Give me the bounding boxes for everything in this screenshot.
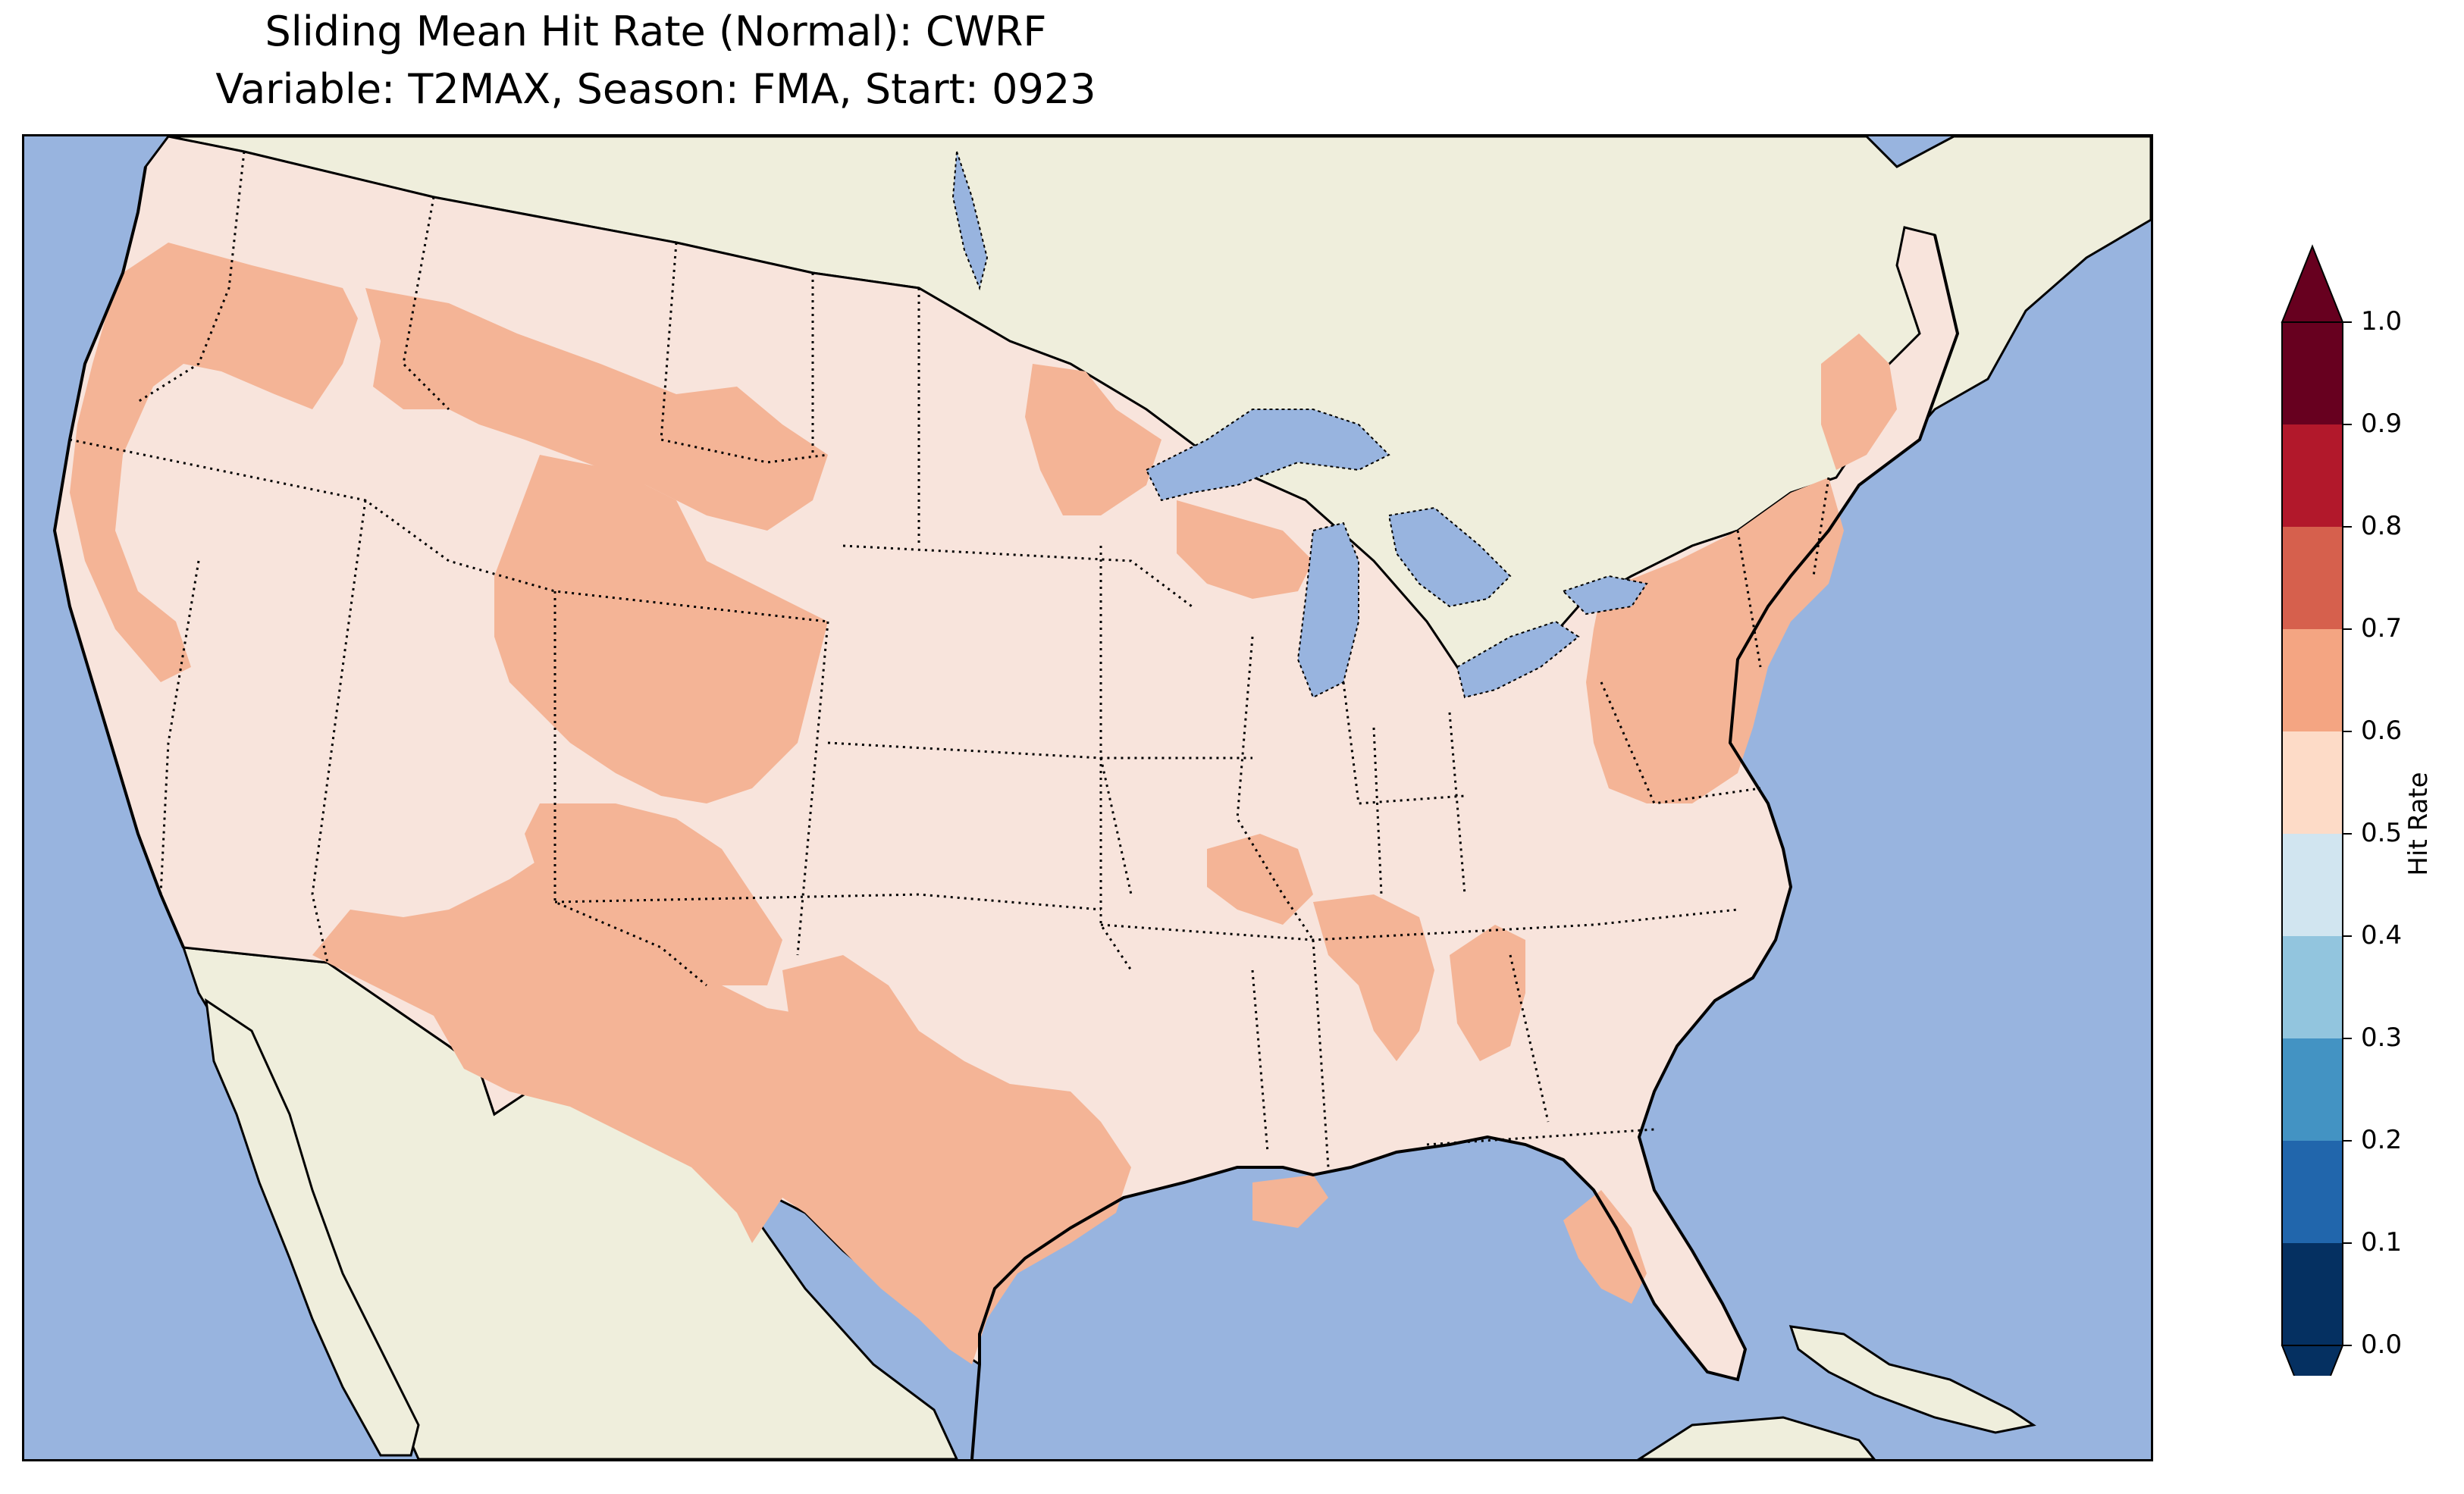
colorbar-tick-label: 0.5 [2361,818,2403,848]
colorbar-extend-min [2281,1345,2344,1376]
hit-rate-region [1563,1190,1647,1304]
colorbar-tick-label: 0.3 [2361,1023,2403,1053]
hit-rate-region [1207,834,1313,925]
baja-land [205,998,420,1457]
hit-rate-region [525,803,782,985]
colorbar-tick-label: 0.9 [2361,409,2403,439]
hit-rate-region [1177,500,1313,599]
colorbar-tick-label: 0.6 [2361,716,2403,746]
colorbar-tick-label: 0.0 [2361,1330,2403,1360]
hit-rate-region [312,849,858,1243]
coastline [52,166,1960,1459]
colorbar-segment [2282,527,2343,629]
south-america-land [1637,1416,1876,1459]
colorbar-segment [2282,936,2343,1038]
colorbar-tick-label: 0.7 [2361,613,2403,644]
hit-rate-region [494,455,828,803]
hit-rate-region [1586,478,1844,803]
colorbar-segments [2281,244,2352,1376]
colorbar-extend-max [2281,244,2344,323]
colorbar-tick-label: 0.8 [2361,511,2403,541]
hit-rate-region [1025,364,1161,515]
great-lake [951,151,989,291]
colorbar-tick-label: 1.0 [2361,306,2403,337]
chart-title: Sliding Mean Hit Rate (Normal): CWRF [265,8,1047,55]
colorbar-segment [2282,834,2343,936]
colorbar-segment [2282,731,2343,834]
state-borders [69,151,1830,1168]
great-lake [1387,506,1512,608]
great-lake [1562,575,1648,615]
colorbar-tick-label: 0.4 [2361,920,2403,951]
hit-rate-region [1313,894,1434,1061]
hit-rate-region [1252,1175,1328,1228]
colorbar-segment [2282,1141,2343,1243]
colorbar-segment [2282,1038,2343,1141]
colorbar-tick-label: 0.1 [2361,1227,2403,1258]
hit-rate-region [1450,925,1525,1061]
hit-rate-region [70,243,358,682]
map-panel [22,134,2153,1461]
colorbar-tick-label: 0.2 [2361,1125,2403,1155]
colorbar-segment [2282,322,2343,424]
colorbar-label: Hit Rate [2403,772,2434,876]
great-lake [1456,620,1580,699]
hit-rate-region [365,288,828,531]
colorbar-segment [2282,629,2343,731]
cuba-land [1788,1325,2036,1434]
chart-subtitle: Variable: T2MAX, Season: FMA, Start: 092… [215,65,1096,113]
hit-rate-region [1821,334,1897,470]
colorbar-segment [2282,424,2343,527]
colorbar [2281,244,2352,1376]
map-canvas [24,136,2151,1459]
hit-rate-region [767,955,1131,1364]
great-lake [1145,409,1390,502]
colorbar-segment [2282,1243,2343,1345]
